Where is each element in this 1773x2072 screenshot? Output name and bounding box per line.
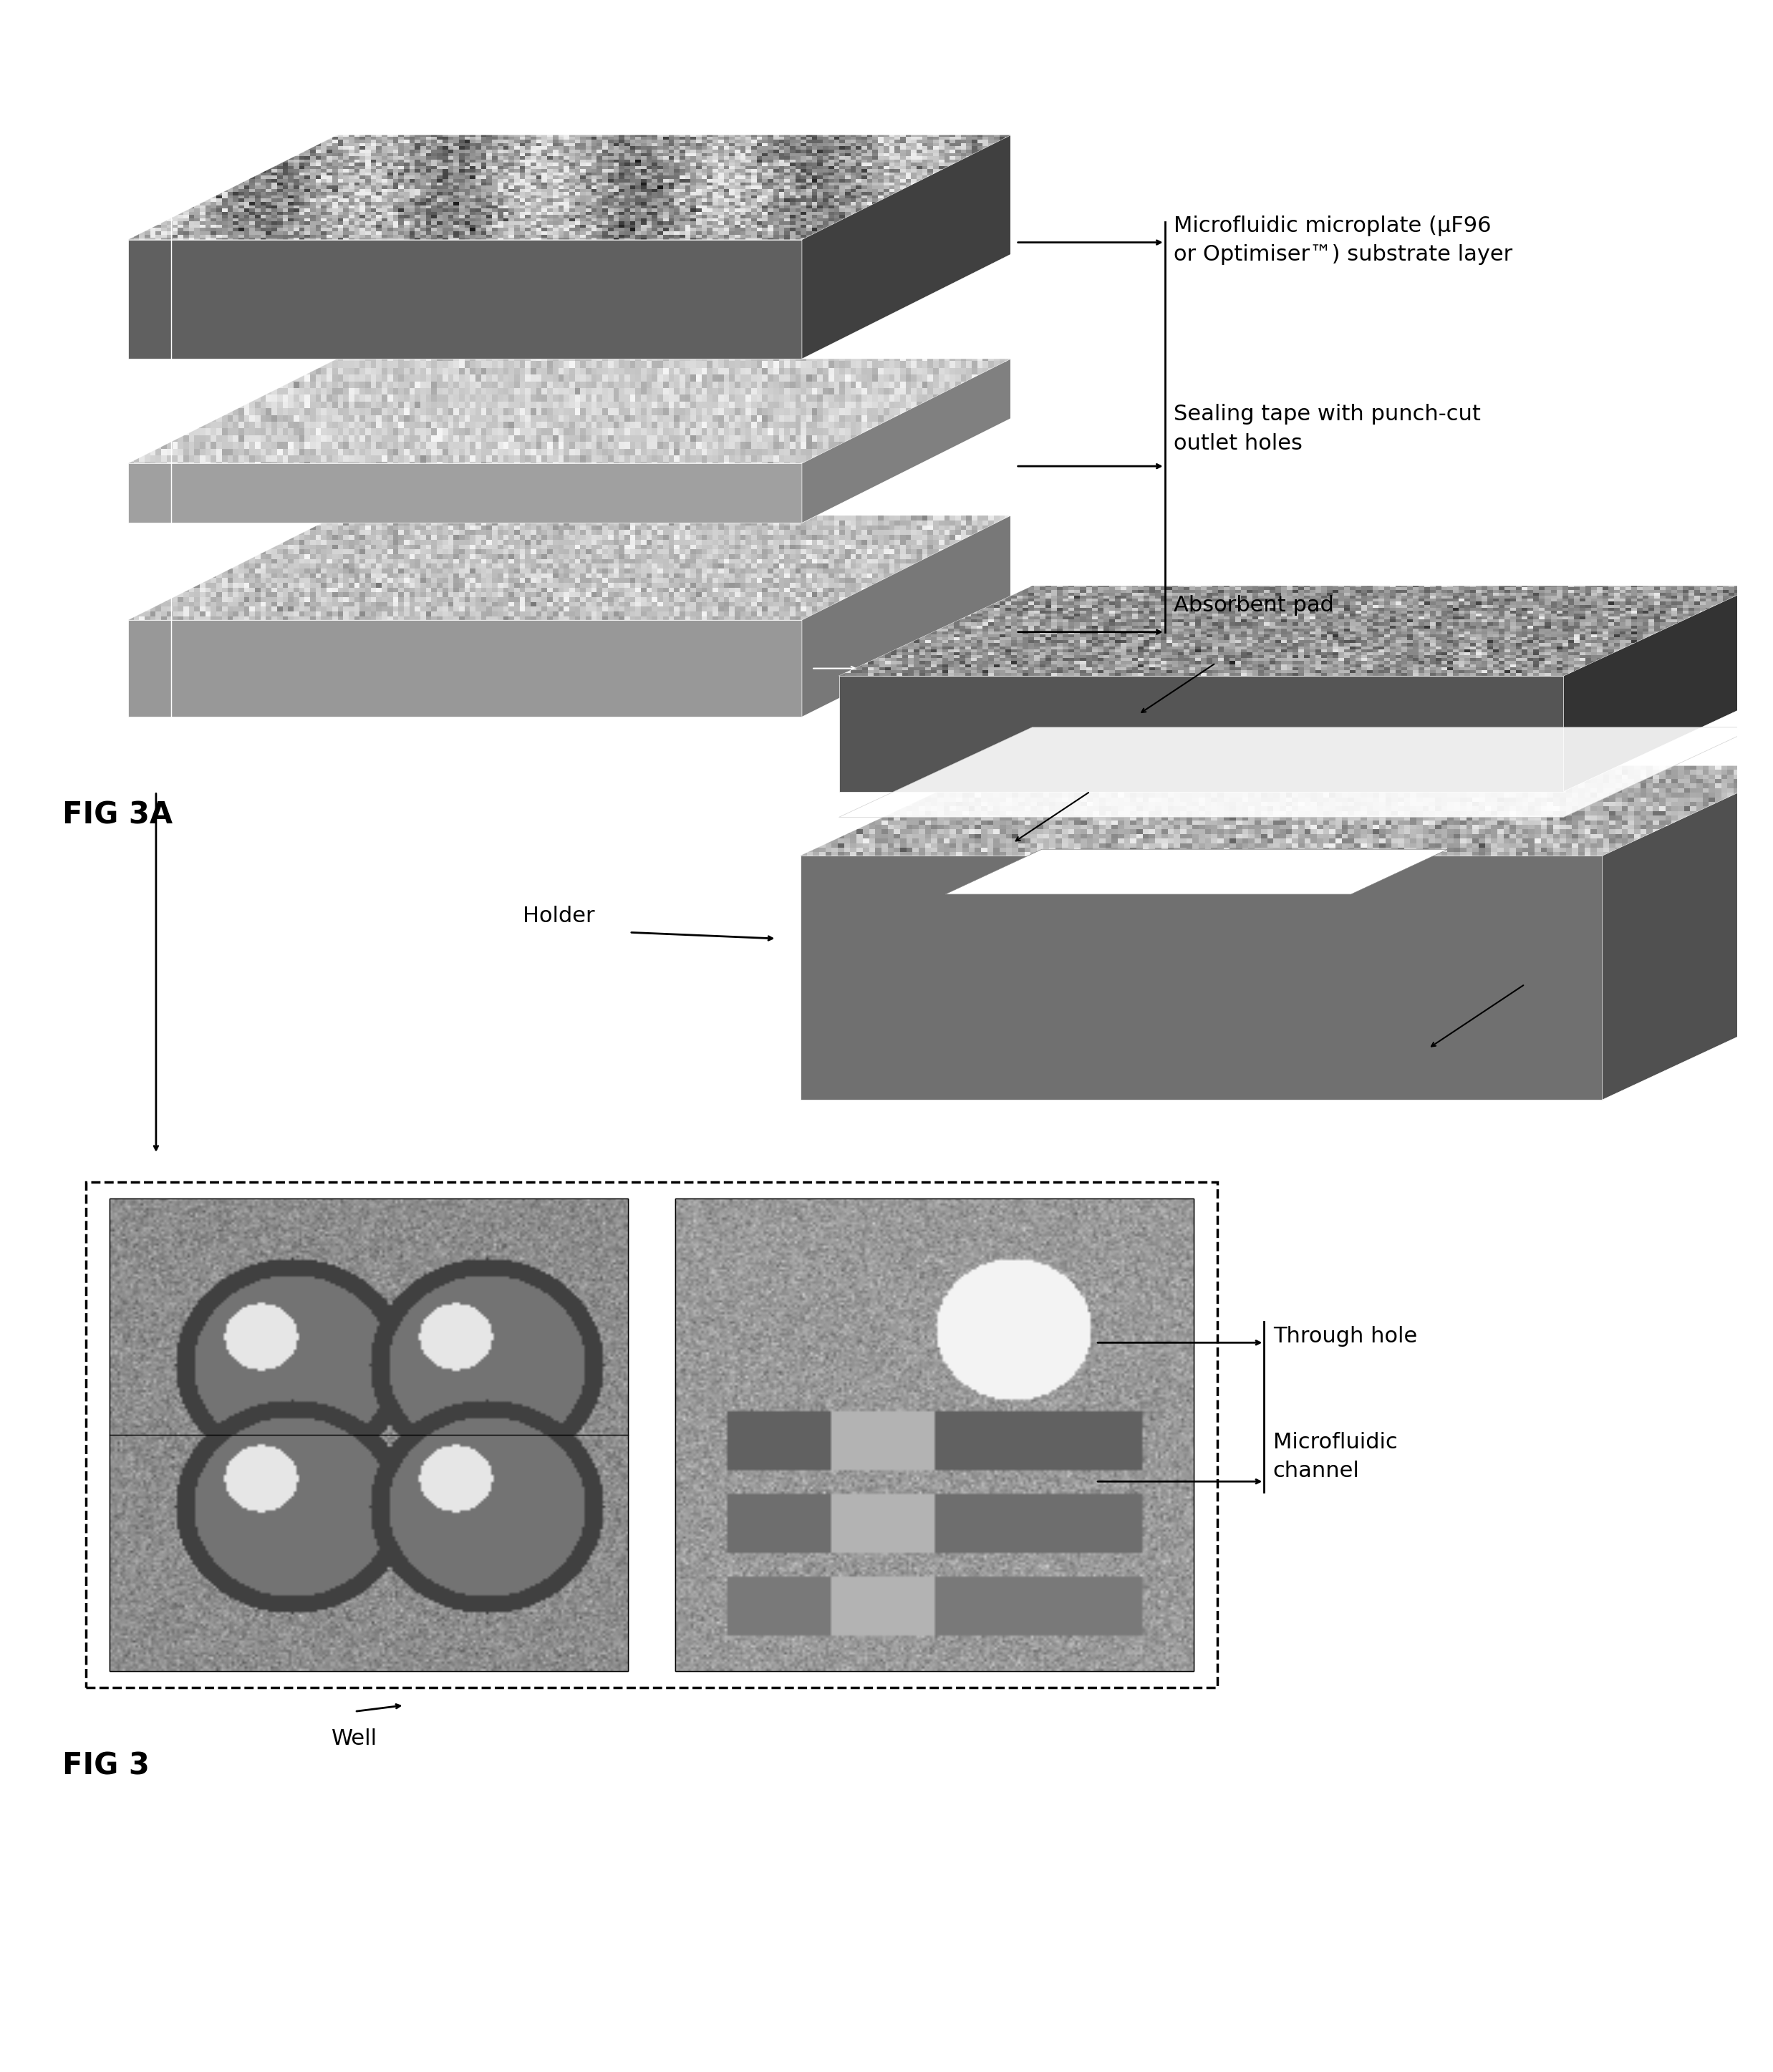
Polygon shape: [128, 516, 1011, 620]
Text: Microfluidic
channel: Microfluidic channel: [1273, 1432, 1397, 1481]
Text: Sealing tape with punch-cut
outlet holes: Sealing tape with punch-cut outlet holes: [1174, 404, 1480, 454]
Polygon shape: [839, 675, 1564, 792]
Polygon shape: [800, 767, 1773, 856]
Text: Microfluidic microplate (μF96
or Optimiser™) substrate layer: Microfluidic microplate (μF96 or Optimis…: [1174, 215, 1512, 265]
Text: Well: Well: [332, 1728, 378, 1749]
Polygon shape: [128, 240, 801, 358]
Polygon shape: [128, 135, 1011, 240]
Text: Through hole: Through hole: [1273, 1326, 1417, 1347]
Polygon shape: [128, 464, 801, 522]
Polygon shape: [801, 358, 1011, 522]
Bar: [676, 1200, 1193, 1670]
Polygon shape: [1564, 586, 1757, 792]
Text: FIG 3: FIG 3: [62, 1751, 149, 1782]
Polygon shape: [801, 516, 1011, 717]
Text: Absorbent pad: Absorbent pad: [1174, 595, 1333, 615]
Text: FIG 3B: FIG 3B: [1621, 1133, 1709, 1158]
Bar: [110, 1200, 628, 1670]
Polygon shape: [1603, 767, 1773, 1100]
Polygon shape: [128, 620, 801, 717]
Polygon shape: [128, 358, 1011, 464]
Bar: [110, 1200, 628, 1670]
Polygon shape: [801, 135, 1011, 358]
Polygon shape: [800, 856, 1603, 1100]
Text: Holder: Holder: [523, 905, 596, 926]
Bar: [676, 1200, 1193, 1670]
Text: FIG 3A: FIG 3A: [62, 800, 172, 831]
Polygon shape: [945, 850, 1447, 895]
Polygon shape: [839, 586, 1757, 675]
Polygon shape: [839, 727, 1757, 816]
